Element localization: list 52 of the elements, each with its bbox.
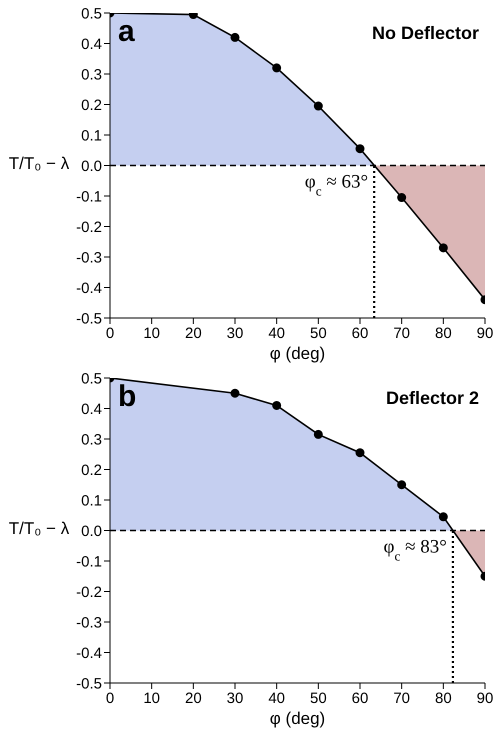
y-tick-label: 0.0 [81, 522, 102, 540]
y-tick-label: 0.2 [81, 462, 102, 479]
x-tick-label: 90 [476, 690, 493, 708]
y-tick-label: 0.3 [81, 66, 102, 84]
y-tick-label: -0.5 [76, 310, 102, 328]
annotation: b [118, 380, 136, 414]
x-tick-label: 60 [350, 325, 370, 343]
y-tick-label: -0.1 [76, 553, 102, 570]
y-tick-label: -0.3 [76, 249, 102, 266]
x-tick-label: 80 [434, 690, 453, 708]
y-tick-label: -0.1 [76, 188, 102, 206]
text: Deflector 2 [386, 388, 479, 409]
y-tick-label: 0.1 [81, 492, 102, 510]
x-tick-label: 10 [142, 690, 161, 708]
x-tick-label: 60 [350, 690, 370, 708]
ref-line-label: φ$_{c}$ ≈ 83° [384, 536, 447, 563]
x-tick-label: 0 [106, 325, 114, 342]
x-tick-label: 90 [476, 325, 493, 343]
y-tick-label: 0.3 [81, 431, 102, 448]
x-tick-label: 70 [392, 325, 411, 343]
x-tick-label: 10 [142, 325, 161, 343]
x-tick-label: 20 [184, 325, 203, 343]
x-axis-title: φ (deg) [270, 709, 326, 728]
x-tick-label: 0 [106, 690, 114, 707]
y-tick-label: -0.5 [76, 675, 102, 692]
x-tick-label: 20 [184, 690, 203, 708]
y-axis-title: T/T₀ − λ [8, 154, 70, 174]
y-tick-label: 0.5 [81, 370, 102, 388]
y-axis-title: T/T₀ − λ [8, 518, 70, 538]
annotation: a [118, 15, 135, 49]
x-tick-label: 40 [267, 325, 286, 343]
y-tick-label: 0.4 [81, 36, 102, 53]
y-tick-label: 0.0 [81, 158, 102, 175]
y-tick-label: -0.3 [76, 614, 102, 632]
ref-line-label: φ$_{c}$ ≈ 63° [304, 172, 368, 198]
y-tick-label: 0.5 [81, 5, 102, 22]
y-tick-label: -0.2 [76, 218, 102, 236]
x-tick-label: 70 [392, 690, 411, 708]
y-tick-label: -0.4 [76, 280, 102, 297]
x-tick-label: 50 [308, 325, 328, 343]
x-tick-label: 40 [267, 690, 286, 708]
y-tick-label: -0.2 [76, 584, 102, 601]
x-axis-title: φ (deg) [270, 344, 326, 363]
x-tick-label: 30 [226, 325, 244, 343]
x-tick-label: 30 [226, 690, 244, 708]
text: No Deflector [372, 23, 479, 44]
y-tick-label: 0.2 [81, 96, 102, 114]
y-tick-label: -0.4 [76, 644, 102, 662]
y-tick-label: 0.1 [81, 127, 102, 144]
y-tick-label: 0.4 [81, 400, 102, 418]
x-tick-label: 50 [308, 690, 328, 708]
x-tick-label: 80 [434, 325, 453, 343]
